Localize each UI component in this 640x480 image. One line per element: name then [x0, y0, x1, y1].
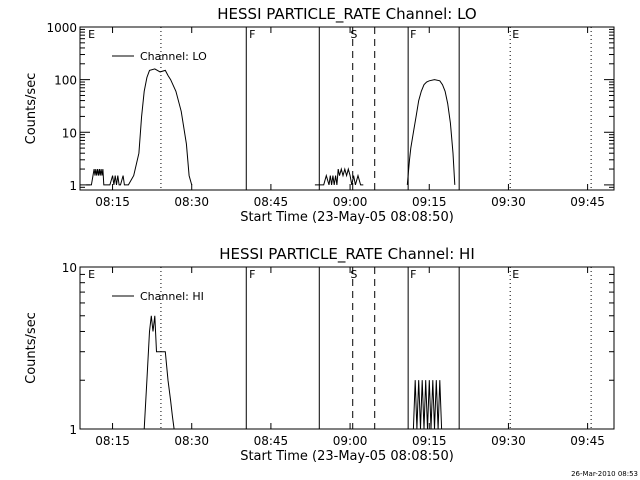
x-tick-label: 09:00: [333, 195, 368, 209]
event-marker-label: S: [350, 28, 357, 41]
y-tick-label: 1000: [46, 21, 77, 35]
data-series-line: [406, 79, 456, 185]
chart-panel-hi: HESSI PARTICLE_RATE Channel: HI 08:15 08:3…: [24, 245, 615, 464]
x-tick-label: 09:15: [412, 195, 447, 209]
x-axis-label: Start Time (23-May-05 08:08:50): [240, 449, 454, 464]
x-tick-label: 08:15: [95, 195, 130, 209]
data-series-line: [143, 315, 175, 430]
x-tick-label: 09:00: [333, 434, 368, 448]
data-series-line: [408, 380, 451, 430]
y-tick-label: 1: [69, 423, 77, 437]
footer-timestamp: 26-Mar-2010 08:53: [571, 470, 638, 478]
legend-label: Channel: HI: [140, 290, 204, 303]
x-tick-label: 09:15: [412, 434, 447, 448]
y-tick-label: 100: [54, 74, 77, 88]
event-marker-label: F: [249, 28, 255, 41]
x-tick-label: 08:45: [254, 434, 289, 448]
event-marker-label: E: [512, 268, 519, 281]
event-marker-label: E: [88, 268, 95, 281]
plot-frame: [79, 266, 615, 430]
event-marker-label: E: [512, 28, 519, 41]
event-marker-label: E: [88, 28, 95, 41]
legend-label: Channel: LO: [140, 50, 207, 63]
data-series-line: [86, 68, 193, 186]
y-tick-label: 1: [69, 179, 77, 193]
plot-frame: [79, 26, 615, 191]
y-tick-label: 10: [62, 126, 77, 140]
y-axis-label: Counts/sec: [24, 73, 39, 145]
x-tick-label: 09:30: [491, 195, 526, 209]
y-tick-label: 10: [62, 261, 77, 275]
event-marker-label: F: [410, 28, 416, 41]
chart-title: HESSI PARTICLE_RATE Channel: HI: [219, 245, 475, 264]
data-series-line: [314, 167, 364, 186]
x-tick-label: 09:45: [570, 195, 605, 209]
y-axis-label: Counts/sec: [24, 312, 39, 384]
chart-panel-lo: HESSI PARTICLE_RATE Channel: LO 08:15 08:3…: [24, 5, 615, 225]
x-tick-label: 09:30: [491, 434, 526, 448]
x-tick-label: 08:30: [174, 195, 209, 209]
x-tick-label: 08:45: [254, 195, 289, 209]
x-tick-label: 08:30: [174, 434, 209, 448]
x-axis-label: Start Time (23-May-05 08:08:50): [240, 210, 454, 225]
chart-title: HESSI PARTICLE_RATE Channel: LO: [217, 5, 476, 24]
x-tick-label: 08:15: [95, 434, 130, 448]
event-marker-label: S: [350, 268, 357, 281]
event-marker-label: F: [410, 268, 416, 281]
event-marker-label: F: [249, 268, 255, 281]
x-tick-label: 09:45: [570, 434, 605, 448]
